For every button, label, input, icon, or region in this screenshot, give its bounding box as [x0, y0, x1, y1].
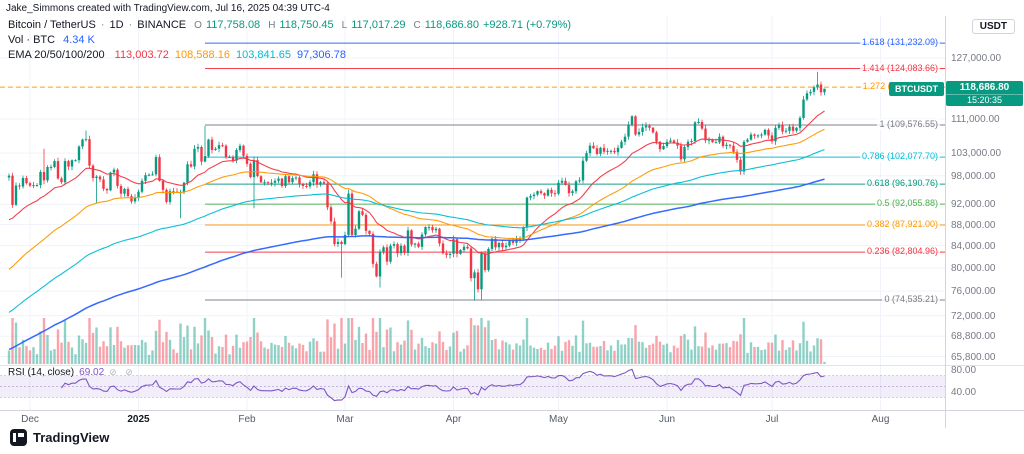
volume-value: 4.34 K: [63, 34, 95, 46]
volume-label[interactable]: Vol · BTC: [8, 34, 56, 46]
fib-level-label: 0.236 (82,804.96): [864, 246, 940, 258]
rsi-legend-row[interactable]: RSI (14, close) 69.02 ⊘ ⊘: [8, 367, 136, 378]
close-value: 118,686.80: [424, 19, 479, 31]
symbol-title[interactable]: Bitcoin / TetherUS: [8, 19, 96, 31]
fib-level-label: 0.786 (102,077.70): [859, 151, 940, 163]
tradingview-logo[interactable]: TradingView: [10, 429, 109, 446]
ema-legend-row[interactable]: EMA 20/50/100/200 113,003.72 108,588.16 10…: [8, 49, 571, 62]
separator: ·: [128, 19, 133, 31]
ema-value-200: 97,306.78: [297, 49, 346, 61]
open-key: O: [194, 20, 202, 31]
volume-legend-row[interactable]: Vol · BTC 4.34 K: [8, 34, 571, 47]
high-value: 118,750.45: [279, 19, 334, 31]
ema-value-100: 103,841.65: [235, 49, 292, 61]
price-axis-label: 103,000.00: [951, 148, 1002, 160]
time-axis-label: Aug: [871, 414, 890, 425]
rsi-axis-label: 80.00: [951, 365, 977, 376]
symbol-legend-row[interactable]: Bitcoin / TetherUS · 1D · BINANCE O 117,…: [8, 19, 571, 32]
low-key: L: [341, 20, 348, 31]
ema-values: 113,003.72 108,588.16 103,841.65 97,306.78: [109, 49, 346, 62]
separator: ·: [100, 19, 105, 31]
fib-level-label: 0.5 (92,055.88): [874, 198, 940, 210]
interval-value[interactable]: 1D: [109, 19, 124, 31]
time-axis-label: Feb: [238, 414, 256, 425]
fib-level-label: 1.618 (131,232.09): [859, 37, 940, 49]
rsi-axis-label: 40.00: [951, 387, 977, 398]
time-axis-label: Apr: [445, 414, 462, 425]
price-axis-label: 68,800.00: [951, 331, 996, 343]
time-axis-label: Dec: [21, 414, 39, 425]
close-key: C: [413, 20, 421, 31]
open-value: 117,758.08: [205, 19, 261, 31]
price-axis-label: 72,000.00: [951, 310, 996, 322]
chart-legend: Bitcoin / TetherUS · 1D · BINANCE O 117,…: [8, 19, 571, 64]
time-axis-label: May: [549, 414, 568, 425]
price-axis-label: 80,000.00: [951, 262, 996, 274]
time-axis-label: Jun: [658, 414, 676, 425]
tradingview-logo-icon: [10, 429, 27, 446]
fib-level-label: 1.414 (124,083.66): [859, 62, 940, 74]
price-axis-label: 98,000.00: [951, 170, 996, 182]
price-axis-label: 111,000.00: [951, 114, 1000, 126]
tradingview-wordmark: TradingView: [33, 430, 110, 445]
ema-value-50: 108,588.16: [174, 49, 230, 61]
rsi-legend-icons[interactable]: ⊘ ⊘: [109, 367, 136, 377]
ema-value-20: 113,003.72: [114, 49, 169, 61]
time-axis-label: 2025: [127, 414, 150, 425]
rsi-label[interactable]: RSI (14, close): [8, 367, 75, 378]
price-scale-currency-button[interactable]: USDT: [971, 19, 1015, 34]
bar-countdown: 15:20:35: [946, 93, 1023, 106]
price-axis-label: 76,000.00: [951, 286, 996, 298]
time-axis[interactable]: [0, 411, 1024, 429]
fib-level-label: 0.618 (96,190.76): [864, 178, 940, 190]
attribution-text: Jake_Simmons created with TradingView.co…: [6, 3, 330, 14]
last-price-value: 118,686.80: [959, 81, 1010, 93]
change-value: +928.71 (+0.79%): [482, 19, 572, 31]
fib-level-label: 1 (109,576.55): [877, 119, 940, 130]
fib-level-label: 0.382 (87,921.00): [864, 218, 940, 230]
low-value: 117,017.29: [351, 19, 406, 31]
fib-level-label: 0 (74,535.21): [882, 293, 940, 305]
price-axis-label: 127,000.00: [951, 53, 1002, 64]
time-axis-label: Mar: [336, 414, 354, 425]
rsi-value: 69.02: [79, 367, 105, 378]
last-price-badge: 118,686.80 15:20:35: [946, 80, 1023, 106]
exchange-name[interactable]: BINANCE: [137, 19, 187, 31]
price-axis-label: 88,000.00: [951, 219, 996, 231]
ema-label[interactable]: EMA 20/50/100/200: [8, 49, 105, 61]
symbol-price-tag[interactable]: BTCUSDT: [889, 81, 944, 96]
price-axis-label: 65,800.00: [951, 351, 996, 363]
time-axis-label: Jul: [765, 414, 779, 425]
price-axis-label: 84,000.00: [951, 240, 996, 252]
price-axis-label: 92,000.00: [951, 199, 996, 211]
high-key: H: [268, 20, 276, 31]
